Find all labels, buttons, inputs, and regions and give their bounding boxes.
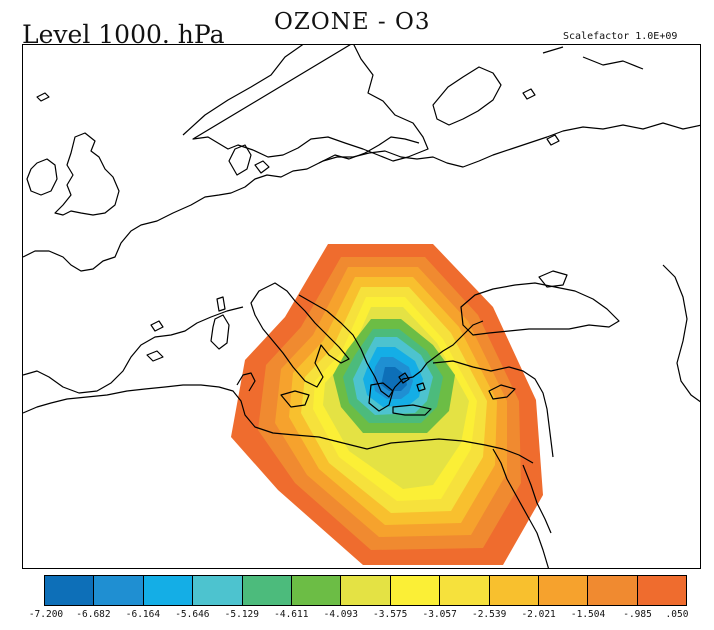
map-panel (22, 44, 701, 569)
coastline-france-iberia (23, 122, 700, 272)
colorbar-tick-label: -1.504 (570, 609, 606, 620)
coastline-faroe (36, 92, 50, 102)
coastline-corsica (216, 296, 226, 312)
coastline-balearic (146, 350, 164, 362)
colorbar-tick-label: -3.057 (422, 609, 457, 620)
colorbar-swatch (341, 576, 391, 605)
colorbar-swatch (588, 576, 638, 605)
colorbar-tick-label: -2.021 (521, 609, 556, 620)
coastline-crimea (538, 270, 568, 288)
coastline-small-island-3 (546, 134, 560, 146)
colorbar-swatch (390, 576, 441, 605)
colorbar (44, 575, 687, 606)
coastline-great-britain (54, 132, 120, 216)
coastline-aegean-islands (398, 372, 426, 392)
coastline-peloponnese (368, 382, 394, 412)
colorbar-tick-label: -3.575 (373, 609, 408, 620)
colorbar-tick-label: -5.129 (224, 609, 260, 620)
coastline-sardinia (210, 314, 230, 350)
colorbar-swatch (45, 576, 95, 605)
coastline-crete (392, 404, 432, 416)
coastline-north-russia (542, 46, 644, 70)
coastlines (23, 45, 700, 568)
colorbar-swatch (143, 576, 194, 605)
colorbar-swatch (193, 576, 243, 605)
colorbar-swatch (538, 576, 589, 605)
species-title: OZONE - O3 (274, 9, 431, 35)
coastline-balkans (298, 294, 484, 398)
coastline-baltic (318, 136, 420, 164)
colorbar-tick-label: .050 (665, 609, 689, 620)
colorbar-tick-label: -4.611 (274, 609, 309, 620)
coastline-sicily (280, 390, 310, 408)
coastline-small-island-2 (522, 88, 536, 100)
colorbar-tick-label: -7.200 (28, 609, 64, 620)
coastline-ireland (26, 158, 58, 196)
coastline-denmark (228, 144, 252, 176)
colorbar-swatch (440, 576, 490, 605)
colorbar-tick-label: -6.164 (125, 609, 161, 620)
coastline-caspian (662, 264, 700, 403)
colorbar-swatch (242, 576, 292, 605)
coastline-italy (250, 282, 350, 388)
colorbar-tick-label: -5.646 (175, 609, 210, 620)
coastline-iberia (23, 306, 244, 394)
coastline-scandinavia (182, 45, 429, 162)
coastline-anatolia (432, 360, 554, 458)
contour-level-0 (381, 367, 407, 391)
colorbar-swatch (94, 576, 144, 605)
colorbar-tick-label: -.985 (623, 609, 652, 620)
colorbar-swatch (637, 576, 687, 605)
coastline-egypt (492, 448, 550, 568)
coastline-north-africa (23, 384, 534, 464)
colorbar-tick-labels: -7.200 -6.682 -6.164 -5.646 -5.129 -4.611 -4.0… (0, 609, 714, 623)
colorbar-swatch (291, 576, 342, 605)
coastline-tunisia (236, 372, 256, 392)
coastline-small-island (150, 320, 164, 332)
colorbar-swatch (489, 576, 539, 605)
coastline-danish-islands (254, 160, 270, 174)
scalefactor-label: Scalefactor 1.0E+09 (563, 31, 678, 42)
colorbar-tick-label: -6.682 (76, 609, 111, 620)
ozone-field (231, 244, 543, 565)
coastline-cyprus (488, 384, 516, 400)
coastline-sinai (522, 464, 552, 534)
colorbar-tick-label: -2.539 (471, 609, 507, 620)
colorbar-tick-label: -4.093 (323, 609, 358, 620)
coastline-black-sea (460, 282, 620, 336)
coastline-finland (432, 66, 502, 126)
map-canvas (23, 45, 700, 568)
